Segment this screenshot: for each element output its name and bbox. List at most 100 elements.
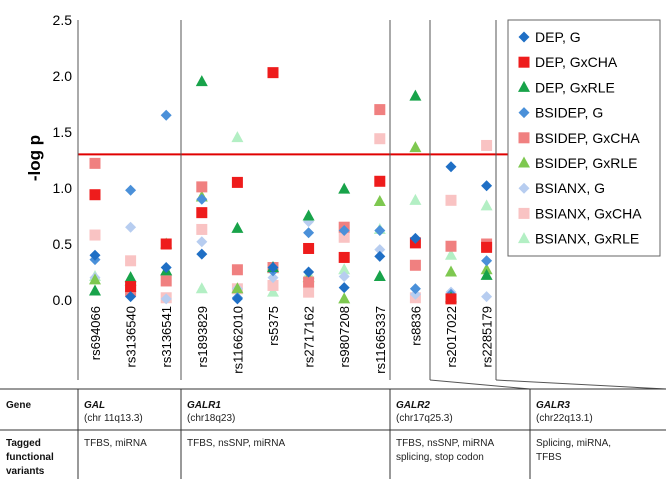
data-point [374,104,386,116]
data-point [89,249,101,261]
x-tick-label: rs3136541 [159,306,174,367]
data-point [481,255,493,267]
data-point [409,259,421,271]
data-point [195,75,208,87]
legend-marker [518,107,530,119]
data-point [124,271,137,283]
table-header-variants-line: variants [6,466,45,477]
data-point [125,255,137,267]
data-point [231,293,243,305]
data-point [303,286,315,298]
y-tick-label: 0.5 [53,236,73,252]
data-point [373,269,386,281]
data-point [231,221,244,233]
legend-label: BSIANX, G [535,180,605,196]
x-tick-label: rs11662010 [230,306,245,374]
data-point [267,67,279,79]
data-point [409,283,421,295]
data-point [303,227,315,239]
legend-marker [518,31,530,43]
gene-table: Gene Tagged functional variants GAL (chr… [0,388,666,479]
data-point [481,241,493,253]
data-point [196,193,208,205]
x-tick-label: rs2017022 [444,306,459,367]
data-point [373,194,386,206]
x-tick-label: rs8836 [408,306,423,346]
legend-marker [518,80,530,92]
data-point [125,281,137,293]
data-point [267,279,279,291]
data-point [409,193,422,205]
data-point [89,229,101,241]
legend-marker [518,232,530,244]
data-point [445,161,457,173]
group-divider-slant [495,379,666,390]
legend-label: BSIANX, GxCHA [535,205,642,221]
data-point [303,276,315,288]
data-point [445,293,457,305]
data-point [303,242,315,254]
data-point [89,284,101,296]
data-point [338,263,351,275]
data-point [480,199,493,211]
data-point [196,236,208,248]
data-point [409,141,422,153]
legend: DEP, G DEP, GxCHA DEP, GxRLE BSIDEP, G BSIDE… [518,29,642,247]
x-tick-label: rs11665337 [373,306,388,374]
gene-variants-galr3-line2: TFBS [536,452,562,463]
gene-name-galr1: GALR1 [187,400,221,411]
data-point [160,238,172,250]
legend-label: DEP, GxCHA [535,54,618,70]
x-tick-label: rs2285179 [480,306,495,367]
data-point [160,275,172,287]
data-point [338,292,351,304]
gene-variants-gal: TFBS, miRNA [84,438,147,449]
x-tick-label: rs3136540 [124,306,139,367]
y-tick-label: 2.5 [53,12,73,28]
data-point [445,240,457,252]
data-point [125,221,137,233]
gene-name-gal: GAL [84,400,105,411]
table-header-variants: Tagged functional variants [6,438,57,477]
data-point [196,223,208,235]
data-point [480,268,493,280]
legend-label: BSIDEP, G [535,105,603,121]
legend-label: BSIANX, GxRLE [535,231,639,247]
legend-marker [518,207,530,219]
x-tick-label: rs1893829 [195,306,210,367]
data-point [160,109,172,121]
data-point [445,265,457,277]
y-tick-label: 1.5 [53,124,73,140]
data-point [338,270,350,282]
y-tick-label: 0.0 [53,292,73,308]
data-point [481,180,493,192]
legend-label: DEP, G [535,29,581,45]
gene-variants-galr2-line2: splicing, stop codon [396,452,484,463]
data-point [125,184,137,196]
data-point [409,288,421,300]
data-point [374,175,386,187]
data-point [338,251,350,263]
table-header-gene: Gene [6,400,31,411]
data-point [196,248,208,260]
gene-group-dividers [180,20,666,390]
data-point [160,293,172,305]
data-point [89,189,101,201]
data-point [374,133,386,145]
x-tick-label: rs2717162 [302,306,317,367]
gene-chr-galr3: (chr22q13.1) [536,413,593,424]
legend-marker [518,156,530,168]
gene-variants-galr1: TFBS, nsSNP, miRNA [187,438,285,449]
data-point [196,207,208,219]
legend-label: BSIDEP, GxCHA [535,130,640,146]
data-point [338,231,350,243]
data-point [303,266,315,278]
data-point [267,285,279,297]
data-point [481,139,493,151]
gene-chr-galr1: (chr18q23) [187,413,235,424]
data-point [302,209,315,221]
table-header-variants-line: functional [6,452,54,463]
legend-box [507,19,661,257]
legend-marker [518,132,530,144]
